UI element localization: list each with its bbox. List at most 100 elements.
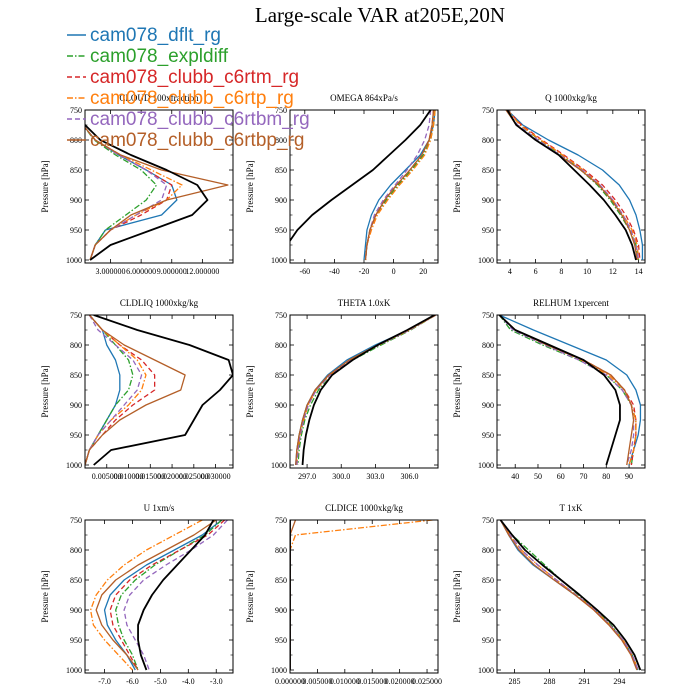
series-line-cam078-dflt-rg (499, 315, 642, 466)
x-tick-label: -60 (299, 267, 310, 276)
y-tick-label: 950 (275, 636, 287, 645)
y-tick-label: 1000 (66, 666, 82, 675)
x-tick-label: 10 (583, 267, 591, 276)
x-tick-label: -20 (359, 267, 370, 276)
reference-line (301, 315, 436, 466)
panel-title: CLOUD 100xfraction (119, 93, 199, 103)
x-tick-label: 300.0 (332, 472, 350, 481)
y-tick-label: 750 (482, 516, 494, 525)
y-tick-label: 850 (70, 371, 82, 380)
x-tick-label: 20 (419, 267, 427, 276)
y-tick-label: 800 (482, 341, 494, 350)
y-tick-label: 750 (275, 311, 287, 320)
y-tick-label: 900 (275, 196, 287, 205)
series-line-cam078-clubb-c6rtbp-rg (85, 126, 229, 261)
series-line-cam078-clubb-c6rtbp-rg (499, 520, 638, 671)
y-tick-label: 900 (70, 196, 82, 205)
panel-title: THETA 1.0xK (338, 298, 391, 308)
series-line-cam078-clubb-c6rtp-rg (85, 315, 147, 466)
panel-frame (289, 519, 439, 674)
legend-label: cam078_dflt_rg (90, 25, 221, 46)
panel-lines (85, 315, 233, 466)
x-tick-label: 12.000000 (185, 267, 219, 276)
panel-omega-864xpa-s: OMEGA 864xPa/s Pressure [hPa] 750 800 850 900… (245, 93, 439, 276)
panel-title: CLDICE 1000xkg/kg (325, 503, 403, 513)
x-tick-label: 0.015000 (135, 472, 165, 481)
series-line-cam078-dflt-rg (506, 110, 644, 260)
y-tick-label: 850 (275, 371, 287, 380)
panel-theta-1-0xk: THETA 1.0xK Pressure [hPa] 750 800 850 900 950… (245, 298, 439, 481)
x-tick-label: -4.0 (182, 677, 195, 686)
panel-frame (289, 314, 439, 469)
x-tick-label: 291 (578, 677, 590, 686)
y-tick-label: 750 (482, 311, 494, 320)
legend-label: cam078_clubb_c6rtbm_rg (90, 109, 310, 130)
x-tick-label: 0.025000 (412, 677, 442, 686)
legend-label: cam078_clubb_c6rtm_rg (90, 67, 299, 88)
y-tick-label: 1000 (66, 256, 82, 265)
y-tick-label: 800 (70, 546, 82, 555)
x-tick-label: 297.0 (298, 472, 316, 481)
series-line-cam078-clubb-c6rtm-rg (499, 520, 639, 671)
y-tick-label: 800 (482, 546, 494, 555)
reference-line (85, 122, 209, 261)
y-tick-label: 950 (482, 226, 494, 235)
x-tick-label: 0.020000 (157, 472, 187, 481)
panel-u-1xm-s: U 1xm/s Pressure [hPa] 750 800 850 900 950 1000… (40, 503, 234, 686)
y-axis-label: Pressure [hPa] (245, 570, 255, 622)
series-line-cam078-clubb-c6rtm-rg (506, 110, 641, 261)
y-tick-label: 950 (275, 226, 287, 235)
series-line-cam078-dflt-rg (85, 315, 121, 466)
y-tick-label: 850 (482, 371, 494, 380)
panel-grid: CLOUD 100xfraction Pressure [hPa] 750 800 85… (40, 93, 646, 686)
y-axis-label: Pressure [hPa] (40, 365, 50, 417)
x-tick-label: -5.0 (154, 677, 167, 686)
y-tick-label: 1000 (478, 256, 494, 265)
panel-lines (498, 315, 642, 466)
y-tick-label: 850 (482, 576, 494, 585)
y-tick-label: 1000 (271, 256, 287, 265)
x-tick-label: 0.010000 (330, 677, 360, 686)
x-tick-label: 12 (609, 267, 617, 276)
x-tick-label: 60 (557, 472, 565, 481)
panel-title: CLDLIQ 1000xkg/kg (120, 298, 199, 308)
y-tick-label: 950 (70, 226, 82, 235)
x-tick-label: 303.0 (366, 472, 384, 481)
y-tick-label: 850 (482, 166, 494, 175)
x-tick-label: 14 (635, 267, 643, 276)
y-tick-label: 900 (70, 606, 82, 615)
panel-t-1xk: T 1xK Pressure [hPa] 750 800 850 900 950 1000 28… (452, 503, 646, 686)
x-tick-label: -6.0 (126, 677, 139, 686)
y-axis-label: Pressure [hPa] (452, 570, 462, 622)
reference-line (498, 315, 621, 466)
x-tick-label: -40 (329, 267, 340, 276)
y-tick-label: 850 (70, 576, 82, 585)
x-tick-label: 9.000000 (157, 267, 187, 276)
panel-frame (84, 109, 234, 264)
panel-title: T 1xK (559, 503, 583, 513)
y-tick-label: 1000 (271, 666, 287, 675)
panel-cldice-1000xkg-kg: CLDICE 1000xkg/kg Pressure [hPa] 750 800 850… (245, 503, 442, 686)
panel-relhum-1xpercent: RELHUM 1xpercent Pressure [hPa] 750 800 850 9… (452, 298, 646, 481)
panel-frame (496, 314, 646, 469)
x-tick-label: 40 (511, 472, 519, 481)
series-line-cam078-expldiff (85, 315, 134, 466)
x-tick-label: -7.0 (98, 677, 111, 686)
series-line-cam078-clubb-c6rtp-rg (89, 520, 203, 671)
y-tick-label: 900 (482, 196, 494, 205)
x-tick-label: 0.005000 (92, 472, 122, 481)
y-tick-label: 950 (275, 431, 287, 440)
y-tick-label: 750 (70, 106, 82, 115)
y-tick-label: 850 (275, 576, 287, 585)
x-tick-label: 294 (613, 677, 625, 686)
y-tick-label: 750 (70, 311, 82, 320)
reference-line (290, 110, 432, 243)
panel-lines (85, 122, 229, 261)
y-tick-label: 750 (482, 106, 494, 115)
y-axis-label: Pressure [hPa] (40, 570, 50, 622)
y-tick-label: 900 (482, 606, 494, 615)
x-tick-label: 306.0 (401, 472, 419, 481)
x-tick-label: 6.000000 (126, 267, 156, 276)
y-tick-label: 850 (275, 166, 287, 175)
y-tick-label: 750 (275, 516, 287, 525)
